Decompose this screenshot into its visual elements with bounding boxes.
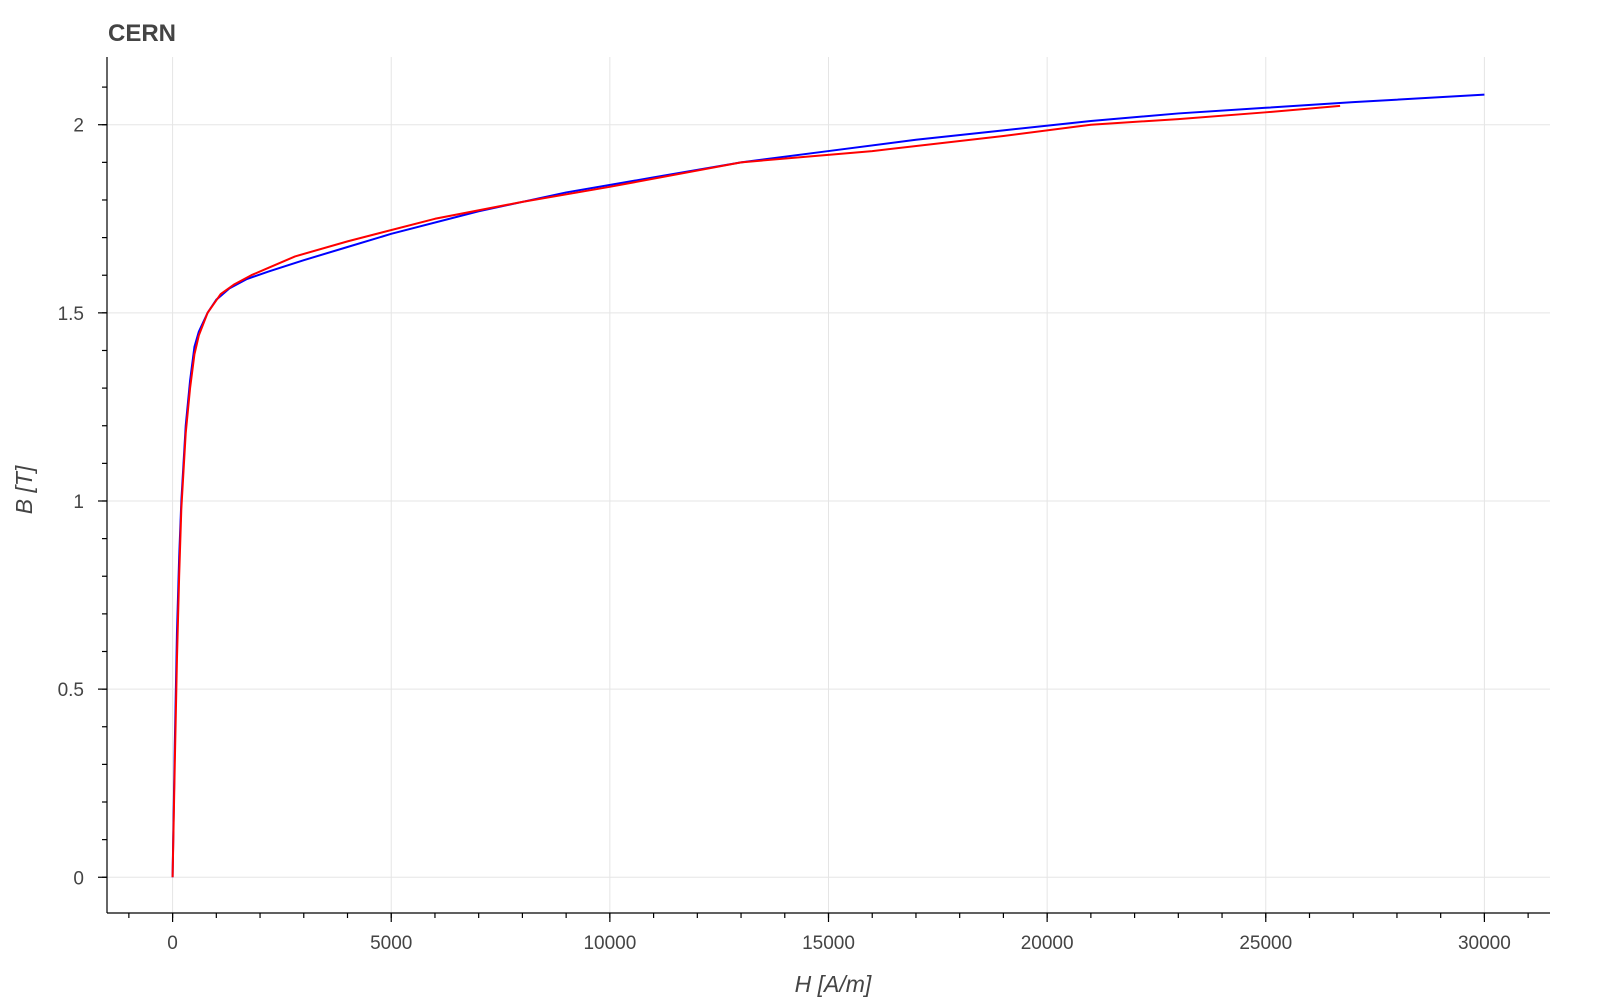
y-tick-label: 0: [73, 868, 84, 889]
x-axis-label: H [A/m]: [795, 971, 872, 997]
x-tick-label: 15000: [802, 933, 855, 954]
y-tick-label: 2: [73, 116, 84, 137]
series-line-2: [171, 104, 1341, 878]
x-tick-label: 25000: [1239, 933, 1292, 954]
x-axis-ticks: 0 5000 10000 15000 20000 25000 30000: [128, 913, 1529, 954]
x-tick-label: 30000: [1458, 933, 1511, 954]
x-tick-label: 5000: [370, 933, 412, 954]
y-axis-ticks: 0 0.5 1 1.5 2: [58, 86, 107, 889]
x-tick-label: 20000: [1021, 933, 1074, 954]
series-lines: [171, 93, 1485, 878]
y-tick-label: 1.5: [58, 304, 84, 325]
y-tick-label: 0.5: [58, 680, 84, 701]
y-tick-label: 1: [73, 492, 84, 513]
x-tick-label: 10000: [583, 933, 636, 954]
y-axis-label: B [T]: [11, 465, 37, 514]
x-tick-label: 0: [167, 933, 178, 954]
chart-title: CERN: [108, 20, 176, 47]
grid-lines: [107, 57, 1550, 913]
